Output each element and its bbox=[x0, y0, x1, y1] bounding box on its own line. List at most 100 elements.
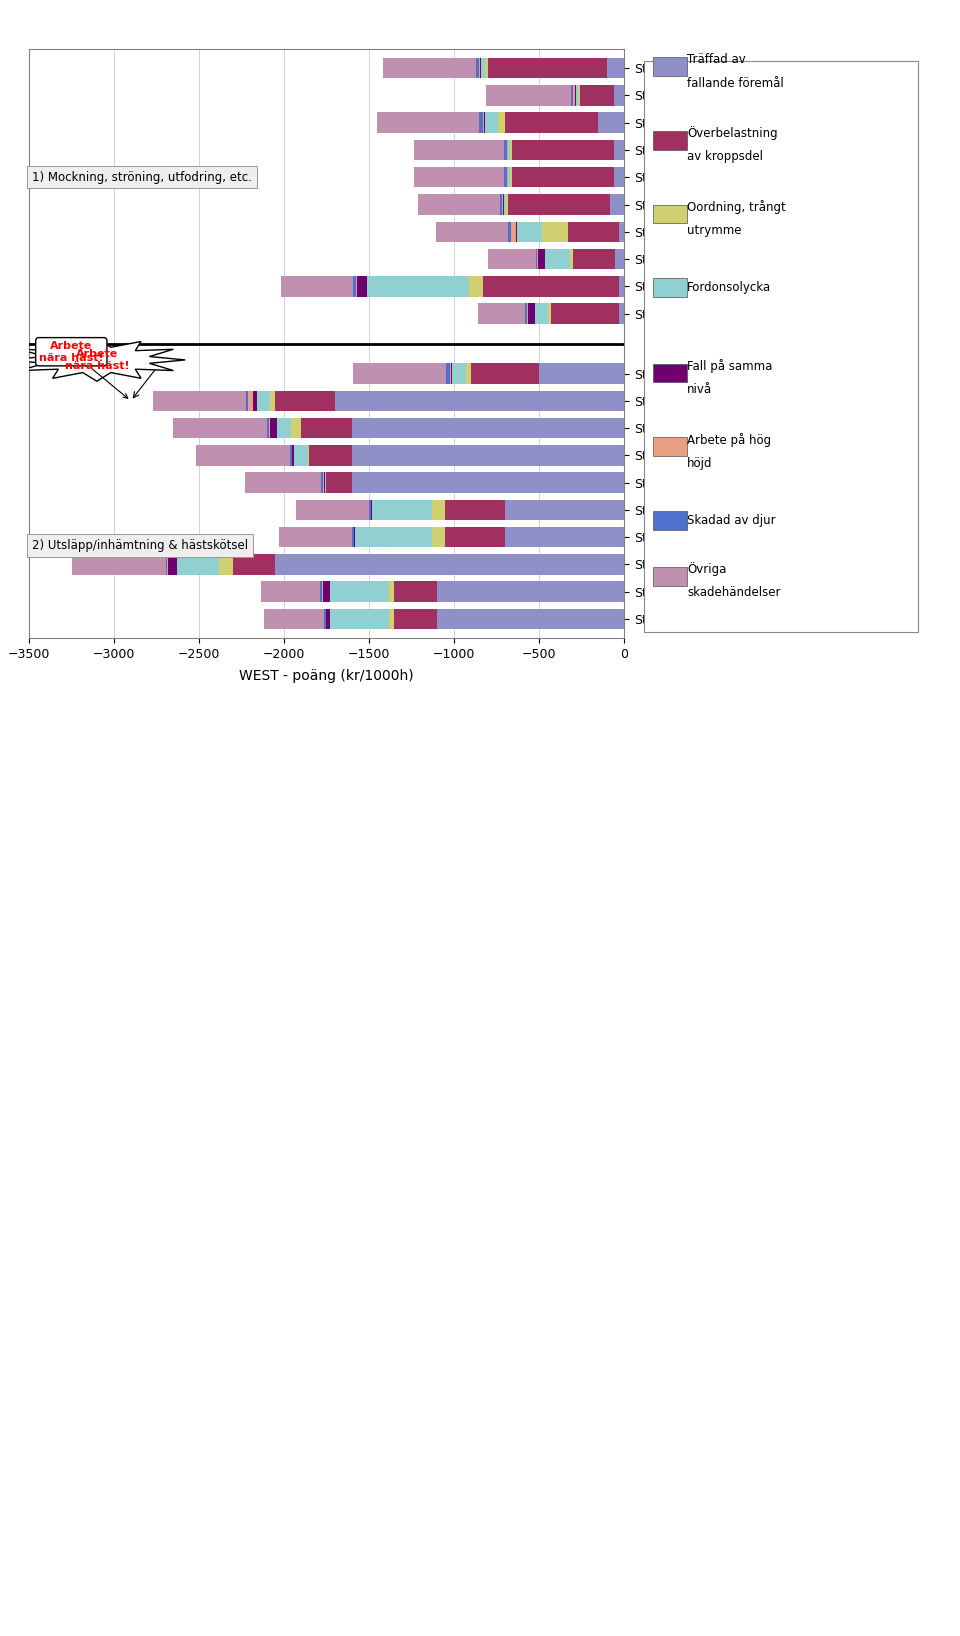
Bar bbox=[483, 276, 619, 296]
Bar bbox=[653, 57, 687, 77]
Bar bbox=[509, 139, 510, 160]
Bar bbox=[377, 113, 479, 133]
Text: 2) Utsläpp/inhämtning & hästskötsel: 2) Utsläpp/inhämtning & hästskötsel bbox=[33, 538, 249, 551]
Bar bbox=[619, 221, 624, 242]
Bar bbox=[253, 391, 256, 411]
Bar bbox=[352, 527, 353, 548]
Bar bbox=[510, 139, 512, 160]
Text: utrymme: utrymme bbox=[687, 224, 742, 237]
Bar bbox=[613, 167, 624, 188]
Bar bbox=[611, 195, 624, 214]
Bar bbox=[598, 113, 624, 133]
Bar bbox=[580, 85, 613, 106]
Bar bbox=[452, 363, 466, 384]
Bar bbox=[505, 113, 598, 133]
Bar bbox=[488, 57, 607, 79]
Bar bbox=[264, 609, 324, 630]
Bar bbox=[613, 85, 624, 106]
Bar bbox=[271, 417, 277, 438]
Bar bbox=[276, 555, 624, 574]
Bar bbox=[261, 581, 321, 602]
Bar bbox=[512, 139, 613, 160]
Bar bbox=[271, 391, 276, 411]
Text: höjd: höjd bbox=[687, 456, 713, 470]
Bar bbox=[510, 167, 512, 188]
Bar bbox=[296, 499, 369, 520]
Bar bbox=[352, 276, 356, 296]
Bar bbox=[481, 57, 485, 79]
Bar bbox=[357, 276, 368, 296]
Bar bbox=[471, 363, 539, 384]
Bar bbox=[613, 139, 624, 160]
Bar bbox=[653, 566, 687, 586]
Bar bbox=[267, 417, 269, 438]
Bar bbox=[487, 85, 571, 106]
Bar bbox=[382, 57, 476, 79]
Bar bbox=[245, 473, 322, 492]
Bar bbox=[615, 249, 624, 270]
Bar bbox=[488, 249, 536, 270]
Bar bbox=[177, 555, 219, 574]
Bar bbox=[390, 609, 395, 630]
Bar bbox=[653, 363, 687, 383]
Bar bbox=[536, 249, 538, 270]
Bar bbox=[281, 276, 352, 296]
Bar bbox=[277, 417, 291, 438]
Bar bbox=[578, 85, 580, 106]
Text: Överbelastning: Överbelastning bbox=[687, 126, 778, 141]
Bar bbox=[166, 555, 167, 574]
Bar bbox=[335, 391, 624, 411]
Bar bbox=[219, 555, 233, 574]
Bar bbox=[323, 581, 330, 602]
Bar bbox=[309, 445, 352, 466]
Bar bbox=[196, 445, 290, 466]
Bar bbox=[72, 555, 166, 574]
Bar bbox=[256, 391, 271, 411]
Bar bbox=[545, 249, 570, 270]
Polygon shape bbox=[9, 339, 185, 381]
Bar bbox=[352, 363, 446, 384]
Bar bbox=[293, 445, 294, 466]
Bar bbox=[436, 221, 508, 242]
Bar bbox=[368, 276, 469, 296]
Bar bbox=[509, 167, 510, 188]
Bar bbox=[653, 437, 687, 456]
Bar bbox=[249, 391, 253, 411]
Bar bbox=[153, 391, 247, 411]
Bar bbox=[330, 609, 390, 630]
Bar bbox=[466, 363, 471, 384]
Bar bbox=[294, 445, 308, 466]
Bar bbox=[437, 581, 624, 602]
Bar bbox=[321, 581, 323, 602]
Bar bbox=[326, 473, 352, 492]
Bar bbox=[290, 445, 292, 466]
Bar bbox=[390, 581, 395, 602]
Bar bbox=[576, 85, 578, 106]
Bar bbox=[504, 139, 507, 160]
Bar bbox=[568, 221, 619, 242]
Bar bbox=[500, 195, 502, 214]
Bar bbox=[512, 167, 613, 188]
Bar bbox=[570, 249, 573, 270]
Bar bbox=[233, 555, 276, 574]
Text: Träffad av: Träffad av bbox=[687, 54, 746, 65]
Bar bbox=[291, 417, 300, 438]
Bar bbox=[300, 417, 352, 438]
Bar bbox=[247, 391, 249, 411]
Bar bbox=[476, 57, 479, 79]
Bar bbox=[372, 499, 432, 520]
Bar bbox=[432, 527, 445, 548]
Bar bbox=[352, 417, 624, 438]
Bar bbox=[573, 85, 575, 106]
Bar bbox=[419, 195, 500, 214]
Bar bbox=[485, 113, 498, 133]
Bar bbox=[174, 417, 267, 438]
Bar bbox=[478, 303, 525, 324]
Bar bbox=[505, 499, 624, 520]
Bar bbox=[330, 581, 390, 602]
Bar bbox=[539, 249, 545, 270]
Bar bbox=[437, 609, 624, 630]
Bar bbox=[525, 303, 527, 324]
Bar bbox=[505, 527, 624, 548]
Bar bbox=[575, 85, 576, 106]
